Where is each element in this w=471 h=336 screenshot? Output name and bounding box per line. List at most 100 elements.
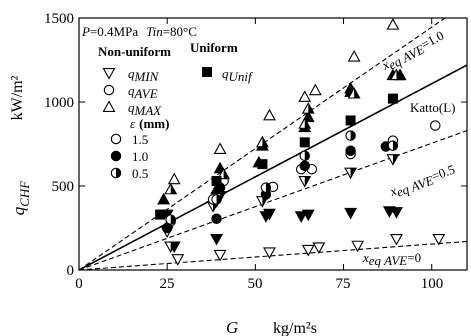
- data-point: [347, 86, 361, 99]
- data-point: [301, 244, 315, 257]
- data-point: [345, 145, 356, 156]
- data-point: [344, 167, 358, 180]
- data-point: [294, 211, 308, 223]
- data-point: [263, 208, 276, 221]
- data-point: [386, 154, 400, 166]
- plot-frame: [78, 17, 468, 271]
- data-markers: [155, 18, 446, 266]
- data-point: [211, 213, 222, 225]
- tin-value: =80°C: [163, 24, 197, 39]
- legend-q-ave-sub: AVE: [134, 86, 158, 101]
- y-axis-symbol-sub: CHF: [17, 180, 32, 207]
- legend-marker-q-unif: [202, 67, 212, 77]
- data-point: [347, 50, 361, 62]
- xeq-0-sub: eq AVE: [369, 253, 408, 268]
- data-point: [165, 214, 176, 225]
- y-axis-symbol: qCHF: [9, 180, 32, 216]
- data-point: [210, 233, 223, 246]
- legend-markers: [102, 67, 212, 179]
- legend-eps-1-0: 1.0: [132, 149, 148, 164]
- data-point: [257, 159, 268, 170]
- y-tick-labels: 0 500 1000 1500: [44, 11, 74, 279]
- x-tick-label: 0: [75, 276, 83, 292]
- legend-q-min-base: q: [128, 66, 135, 81]
- data-point: [308, 83, 322, 96]
- data-point: [260, 182, 272, 193]
- legend-marker-q-max: [102, 100, 116, 112]
- xeq-1-line: [79, 18, 447, 270]
- data-point: [299, 160, 310, 172]
- y-tick-label: 0: [67, 263, 75, 279]
- data-point: [213, 249, 227, 262]
- data-point: [167, 172, 181, 185]
- data-point: [390, 68, 403, 81]
- legend: Non-uniform Uniform qMIN qUnif qAVE qMAX…: [98, 40, 254, 181]
- data-point: [301, 209, 315, 222]
- tin-prefix: Tin: [146, 24, 163, 39]
- legend-eps-1-5: 1.5: [132, 132, 148, 147]
- data-point: [301, 102, 315, 114]
- data-point: [345, 130, 356, 141]
- xeq-1-value: =1.0: [418, 28, 446, 52]
- data-point: [298, 176, 312, 188]
- legend-header-uniform: Uniform: [190, 40, 238, 55]
- data-point: [298, 117, 312, 129]
- y-tick-label: 1000: [44, 95, 74, 111]
- katto-line: [79, 64, 467, 270]
- data-point: [213, 142, 227, 154]
- xeq-05-base: x: [387, 183, 399, 199]
- data-point: [430, 120, 441, 131]
- data-point: [157, 192, 171, 205]
- y-axis-unit: kW/m²: [9, 75, 26, 120]
- x-tick-label: 75: [336, 276, 351, 292]
- xeq-05-line: [79, 130, 467, 270]
- x-axis-symbol: G: [226, 318, 238, 336]
- xeq-1-label: xeq AVE=1.0: [378, 28, 447, 76]
- data-point: [171, 254, 185, 266]
- x-tick-label: 50: [248, 276, 263, 292]
- data-point: [386, 18, 400, 30]
- data-point: [345, 115, 356, 126]
- legend-q-max: qMAX: [128, 100, 162, 118]
- legend-header-nonuniform: Non-uniform: [98, 44, 171, 59]
- xeq-0-label: xeq AVE=0: [362, 250, 421, 268]
- data-point: [387, 140, 399, 151]
- legend-epsilon-unit: (mm): [139, 116, 169, 131]
- legend-q-ave-base: q: [128, 83, 135, 98]
- data-point: [155, 209, 166, 220]
- legend-epsilon: ε (mm): [130, 116, 169, 131]
- legend-marker-eps-0-5: [110, 167, 122, 179]
- xeq-05-sub: eq AVE: [394, 172, 435, 199]
- data-point: [263, 247, 276, 259]
- legend-marker-eps-1-0: [110, 150, 122, 162]
- xeq-0-base: x: [362, 250, 369, 265]
- data-point: [211, 194, 222, 205]
- legend-marker-eps-1-5: [110, 133, 122, 145]
- x-tick-labels: 0 25 50 75 100: [75, 276, 443, 292]
- data-point: [390, 233, 403, 246]
- x-tick-label: 100: [421, 276, 444, 292]
- x-axis-unit: kg/m²s: [273, 320, 317, 336]
- y-tick-label: 1500: [44, 11, 74, 27]
- data-point: [344, 207, 358, 220]
- data-point: [263, 108, 276, 121]
- legend-q-min: qMIN: [128, 66, 160, 84]
- legend-epsilon-symbol: ε: [130, 116, 136, 131]
- data-point: [298, 90, 312, 102]
- legend-marker-q-min: [102, 68, 116, 80]
- axis-ticks: [78, 17, 467, 271]
- data-point: [255, 135, 269, 148]
- legend-q-ave: qAVE: [128, 83, 158, 101]
- pressure-prefix: P: [81, 24, 90, 39]
- y-tick-label: 500: [52, 179, 75, 195]
- data-point: [432, 233, 446, 246]
- condition-label: P=0.4MPa Tin=80°C: [81, 24, 197, 39]
- data-point: [299, 137, 310, 148]
- legend-q-max-sub: MAX: [134, 103, 163, 118]
- data-point: [351, 240, 365, 253]
- x-tick-label: 25: [160, 276, 175, 292]
- legend-eps-0-5: 0.5: [132, 166, 148, 181]
- xeq-0-line: [79, 240, 467, 270]
- data-point: [210, 182, 223, 195]
